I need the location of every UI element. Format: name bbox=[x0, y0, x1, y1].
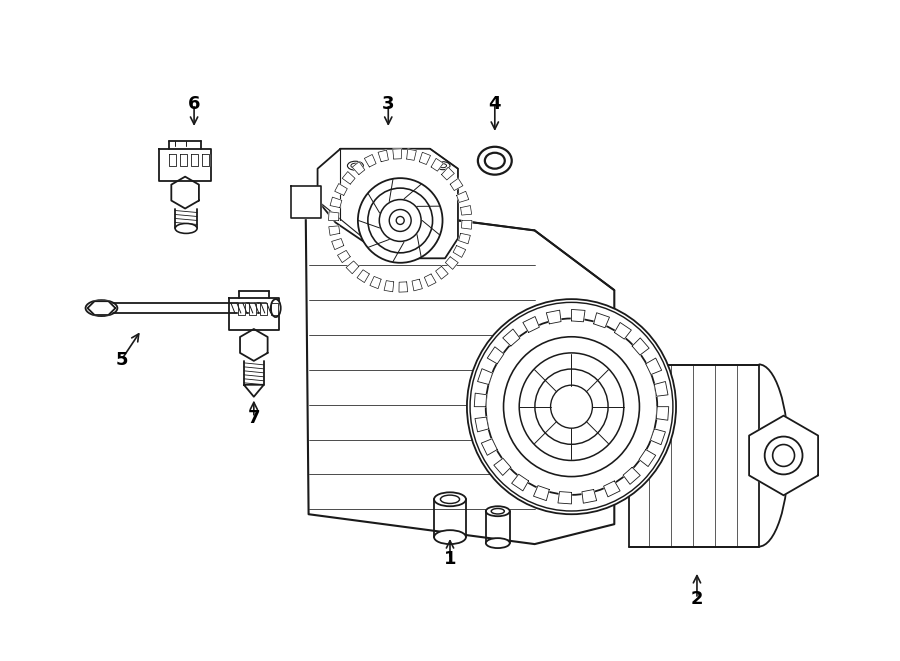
Polygon shape bbox=[291, 186, 320, 219]
Polygon shape bbox=[412, 279, 422, 291]
Polygon shape bbox=[582, 490, 597, 503]
Polygon shape bbox=[346, 261, 359, 274]
Polygon shape bbox=[623, 467, 640, 485]
Polygon shape bbox=[456, 191, 469, 202]
Polygon shape bbox=[654, 381, 668, 396]
Polygon shape bbox=[651, 429, 665, 445]
Polygon shape bbox=[191, 154, 198, 166]
Polygon shape bbox=[450, 178, 463, 190]
Polygon shape bbox=[749, 416, 818, 495]
Polygon shape bbox=[487, 347, 504, 364]
Text: 5: 5 bbox=[115, 351, 128, 369]
Polygon shape bbox=[629, 365, 759, 547]
Ellipse shape bbox=[467, 299, 676, 514]
Polygon shape bbox=[639, 449, 656, 467]
Polygon shape bbox=[357, 270, 369, 282]
Polygon shape bbox=[384, 281, 394, 292]
Text: 3: 3 bbox=[382, 95, 394, 113]
Polygon shape bbox=[572, 309, 585, 322]
Polygon shape bbox=[244, 385, 264, 397]
Polygon shape bbox=[202, 154, 209, 166]
Polygon shape bbox=[461, 206, 472, 215]
Polygon shape bbox=[424, 274, 436, 286]
Polygon shape bbox=[330, 197, 342, 208]
Polygon shape bbox=[180, 154, 187, 166]
Ellipse shape bbox=[358, 178, 443, 263]
Ellipse shape bbox=[434, 492, 466, 506]
Polygon shape bbox=[407, 149, 417, 161]
Polygon shape bbox=[656, 407, 669, 420]
Polygon shape bbox=[378, 150, 389, 162]
Polygon shape bbox=[615, 323, 632, 339]
Polygon shape bbox=[399, 282, 408, 292]
Polygon shape bbox=[511, 474, 528, 491]
Polygon shape bbox=[331, 239, 344, 250]
Polygon shape bbox=[482, 439, 497, 455]
Polygon shape bbox=[159, 149, 211, 180]
Polygon shape bbox=[169, 154, 176, 166]
Polygon shape bbox=[113, 304, 266, 312]
Polygon shape bbox=[478, 369, 492, 385]
Polygon shape bbox=[238, 303, 245, 315]
Polygon shape bbox=[442, 167, 454, 180]
Text: 2: 2 bbox=[690, 590, 703, 608]
Polygon shape bbox=[645, 358, 662, 375]
Polygon shape bbox=[306, 200, 615, 544]
Polygon shape bbox=[534, 486, 549, 500]
Polygon shape bbox=[604, 481, 620, 497]
Ellipse shape bbox=[434, 530, 466, 544]
Polygon shape bbox=[462, 221, 472, 229]
Ellipse shape bbox=[486, 538, 509, 548]
Text: 4: 4 bbox=[489, 95, 501, 113]
Polygon shape bbox=[338, 251, 350, 262]
Polygon shape bbox=[87, 301, 115, 315]
Polygon shape bbox=[271, 303, 278, 315]
Polygon shape bbox=[352, 162, 365, 175]
Ellipse shape bbox=[176, 223, 197, 233]
Polygon shape bbox=[494, 458, 511, 475]
Polygon shape bbox=[546, 310, 561, 324]
Polygon shape bbox=[632, 338, 649, 355]
Polygon shape bbox=[392, 149, 401, 159]
Polygon shape bbox=[475, 417, 489, 432]
Polygon shape bbox=[474, 393, 487, 407]
Polygon shape bbox=[558, 492, 572, 504]
Polygon shape bbox=[342, 172, 356, 184]
Ellipse shape bbox=[271, 299, 281, 317]
Polygon shape bbox=[419, 152, 430, 165]
Polygon shape bbox=[240, 329, 267, 361]
Polygon shape bbox=[229, 298, 279, 330]
Polygon shape bbox=[436, 266, 448, 279]
Polygon shape bbox=[594, 313, 609, 328]
Polygon shape bbox=[453, 246, 465, 257]
Text: 6: 6 bbox=[188, 95, 201, 113]
Polygon shape bbox=[523, 317, 539, 332]
Polygon shape bbox=[364, 155, 376, 167]
Polygon shape bbox=[335, 184, 347, 196]
Polygon shape bbox=[328, 212, 339, 221]
Ellipse shape bbox=[436, 162, 450, 170]
Polygon shape bbox=[328, 226, 340, 235]
Polygon shape bbox=[446, 256, 458, 270]
Ellipse shape bbox=[86, 300, 117, 316]
Polygon shape bbox=[370, 276, 381, 289]
Ellipse shape bbox=[347, 161, 364, 170]
Polygon shape bbox=[171, 176, 199, 208]
Polygon shape bbox=[431, 159, 444, 171]
Polygon shape bbox=[248, 303, 256, 315]
Polygon shape bbox=[318, 149, 458, 258]
Polygon shape bbox=[503, 329, 520, 346]
Ellipse shape bbox=[478, 147, 512, 175]
Polygon shape bbox=[260, 303, 266, 315]
Polygon shape bbox=[459, 233, 471, 244]
Text: 1: 1 bbox=[444, 550, 456, 568]
Ellipse shape bbox=[486, 506, 509, 516]
Text: 7: 7 bbox=[248, 408, 260, 426]
